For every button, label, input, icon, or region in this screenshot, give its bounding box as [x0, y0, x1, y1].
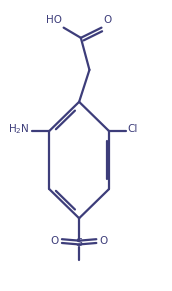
Text: O: O — [100, 236, 108, 246]
Text: O: O — [103, 15, 111, 25]
Text: S: S — [76, 238, 83, 248]
Text: H$_2$N: H$_2$N — [8, 123, 30, 136]
Text: HO: HO — [46, 15, 62, 25]
Text: Cl: Cl — [128, 125, 138, 134]
Text: O: O — [50, 236, 58, 246]
